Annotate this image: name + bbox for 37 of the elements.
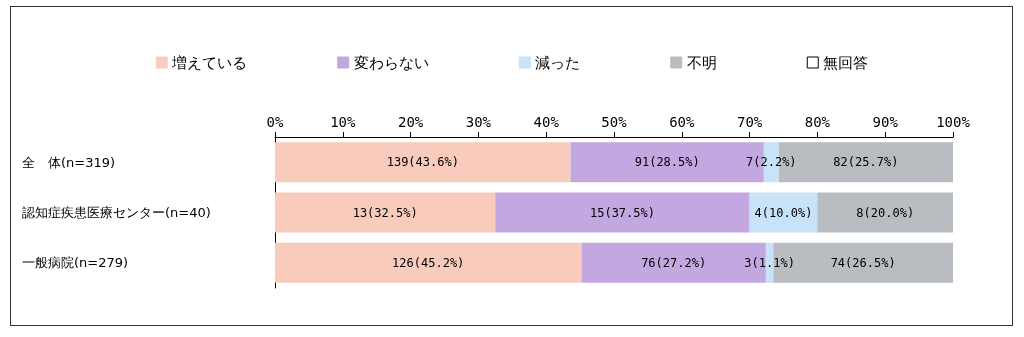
data-label: 91(28.5%) <box>634 155 700 170</box>
x-tick-label: 20% <box>397 114 424 130</box>
legend-label: 増えている <box>171 53 248 72</box>
bar <box>817 192 953 233</box>
bar <box>749 192 818 233</box>
bar <box>495 192 750 233</box>
legend-label: 変わらない <box>353 53 429 72</box>
legend-label: 減った <box>535 53 581 72</box>
bar <box>275 142 571 183</box>
x-tick-label: 40% <box>533 114 560 130</box>
y-tick-label: 全 体(n=319) <box>22 154 116 170</box>
y-tick-label: 認知症疾患医療センター(n=40) <box>22 205 211 220</box>
legend-label: 不明 <box>686 53 717 72</box>
x-tick-label: 90% <box>872 114 899 130</box>
x-tick-label: 80% <box>804 114 831 130</box>
x-tick-label: 0% <box>266 114 284 130</box>
x-tick-label: 60% <box>669 114 696 130</box>
data-label: 3(1.1%) <box>744 255 795 270</box>
data-label: 13(32.5%) <box>352 205 418 220</box>
x-tick-label: 50% <box>601 114 628 130</box>
x-tick-label: 10% <box>330 114 357 130</box>
data-label: 4(10.0%) <box>754 205 813 220</box>
x-tick-label: 70% <box>736 114 763 130</box>
data-label: 8(20.0%) <box>856 205 915 220</box>
bar <box>275 192 496 233</box>
legend-label: 無回答 <box>823 53 869 72</box>
data-label: 7(2.2%) <box>746 155 797 170</box>
data-label: 15(37.5%) <box>589 205 655 220</box>
data-label: 126(45.2%) <box>392 255 465 270</box>
data-label: 76(27.2%) <box>641 255 707 270</box>
x-tick-label: 100% <box>936 114 971 130</box>
bar <box>275 242 582 283</box>
data-label: 82(25.7%) <box>833 155 899 170</box>
x-tick-label: 30% <box>465 114 492 130</box>
data-label: 139(43.6%) <box>386 155 459 170</box>
data-label: 74(26.5%) <box>830 255 896 270</box>
y-tick-label: 一般病院(n=279) <box>22 255 129 271</box>
